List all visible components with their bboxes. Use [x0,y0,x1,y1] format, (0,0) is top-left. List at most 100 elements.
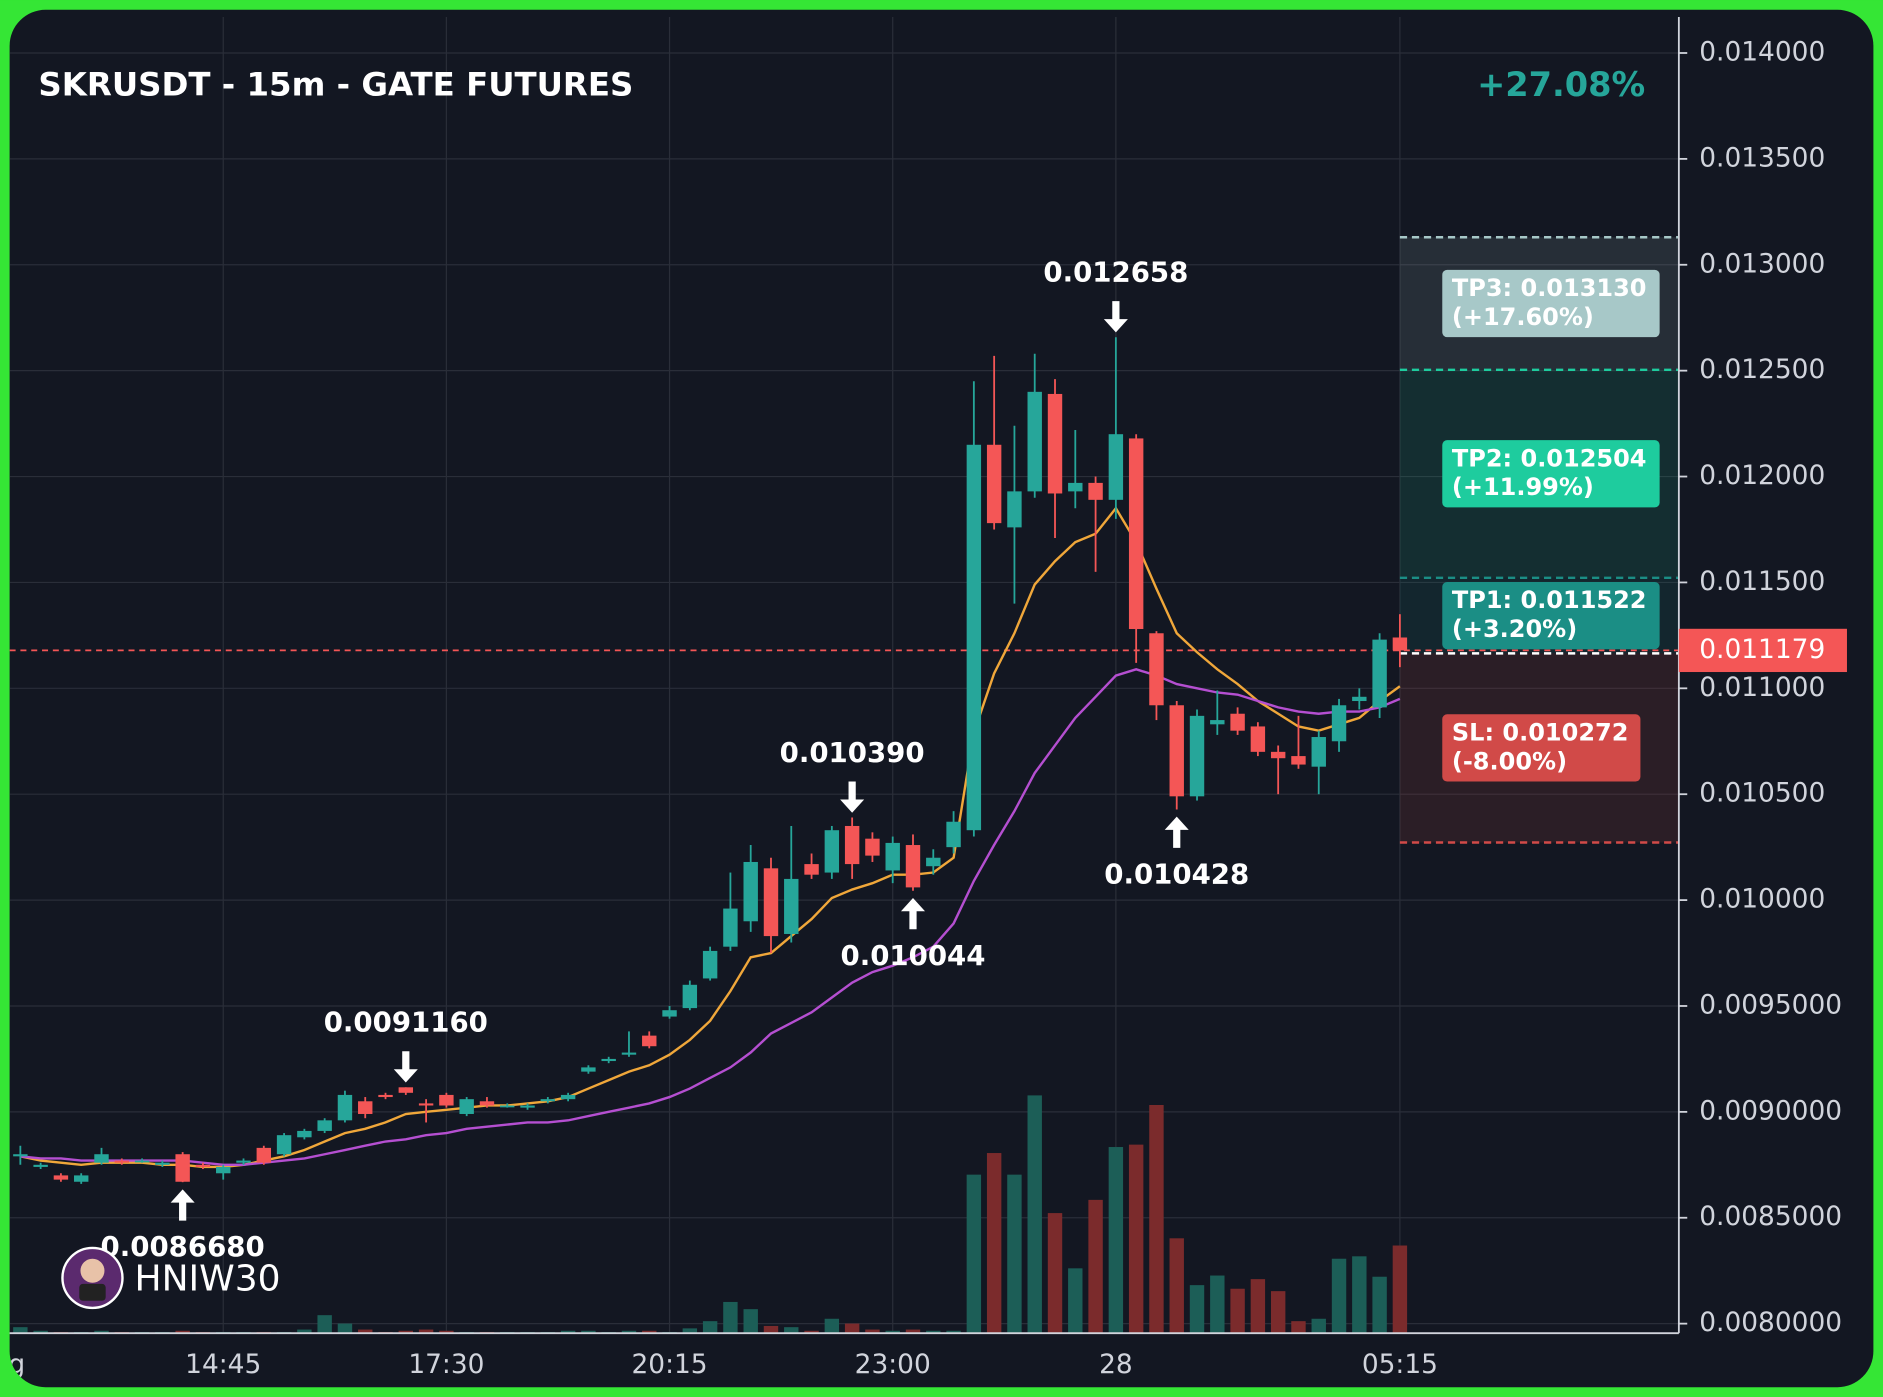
volume-bar [13,1327,28,1334]
candle-body [1311,737,1326,767]
candle-body [74,1175,89,1182]
y-tick-label: 0.0090000 [1699,1095,1842,1126]
volume-bar [1088,1199,1103,1334]
volume-bar [1311,1318,1326,1334]
level-label-box [1442,581,1660,650]
volume-bar [682,1328,698,1334]
x-tick-label: 23:00 [855,1349,931,1380]
candle-body [662,1010,677,1017]
candle-body [479,1101,495,1106]
level-change: (+3.20%) [1452,615,1577,643]
avatar-body [79,1283,106,1301]
volume-bar [702,1321,718,1334]
candle-body [33,1164,48,1167]
candle-body [439,1094,454,1106]
y-tick-label: 0.014000 [1699,36,1825,67]
y-tick-label: 0.0080000 [1699,1307,1842,1338]
candle-body [1007,491,1022,528]
candle-body [1149,633,1164,706]
y-tick-label: 0.011000 [1699,672,1825,703]
volume-bar [418,1329,434,1334]
volume-bar [1169,1238,1184,1334]
candle-body [134,1160,150,1163]
volume-bar [905,1329,921,1334]
candle-body [905,845,921,888]
candle-body [53,1175,69,1180]
y-tick-label: 0.012000 [1699,460,1825,491]
candle-body [702,950,718,979]
x-tick-label: 28 [1099,1349,1133,1380]
annotation-arrow [900,897,926,930]
background [9,9,1874,1388]
y-tick-label: 0.013500 [1699,142,1825,173]
volume-bar [94,1330,109,1334]
candle-body [1372,639,1387,708]
candle-body [743,861,758,922]
y-tick-label: 0.011500 [1699,566,1825,597]
volume-bar [1331,1258,1347,1334]
volume-bar [33,1330,48,1334]
candle-body [175,1154,190,1182]
candle-body [94,1154,109,1163]
volume-bar [1250,1279,1266,1334]
y-tick-label: 0.013000 [1699,248,1825,279]
candle-body [1270,751,1286,759]
candle-body [642,1035,657,1047]
volume-bar [439,1330,454,1334]
y-tick-label: 0.0085000 [1699,1201,1842,1232]
volume-bar [337,1323,353,1334]
candle-body [398,1087,414,1093]
level-change: (-8.00%) [1452,747,1567,775]
y-tick-label: 0.010500 [1699,778,1825,809]
volume-bar [1210,1275,1225,1334]
annotation-label: 0.0091160 [324,1006,488,1039]
volume-bar [784,1327,799,1334]
candle-body [256,1147,272,1163]
candle-body [1027,391,1042,492]
volume-bar [804,1330,819,1334]
candle-body [155,1162,170,1165]
annotation-arrow [1164,816,1189,848]
candle-body [1189,715,1205,797]
x-tick-label: 17:30 [408,1349,484,1380]
annotation-label: 0.010044 [841,939,986,972]
level-change: (+11.99%) [1452,473,1594,501]
x-tick-label: 05:15 [1362,1349,1438,1380]
volume-bar [317,1315,332,1334]
volume-bar [986,1153,1002,1334]
candle-body [195,1164,211,1167]
candle-body [682,984,698,1009]
volume-bar [1149,1105,1164,1334]
level-change: (+17.60%) [1452,303,1594,331]
x-tick-label: 14:45 [185,1349,261,1380]
annotation-arrow [170,1189,195,1221]
candle-body [1210,720,1225,725]
volume-bar [1372,1276,1387,1334]
y-tick-label: 0.012500 [1699,354,1825,385]
candle-body [297,1130,312,1138]
volume-bar [946,1330,961,1334]
volume-bar [824,1318,840,1334]
candle-body [1291,756,1306,765]
candle-body [1392,637,1408,651]
candle-body [784,878,799,934]
candle-body [1352,696,1367,702]
candle-body [1108,434,1124,500]
volume-bar [621,1330,637,1334]
avatar-face [80,1258,105,1283]
volume-bar [1007,1174,1022,1334]
candle-body [520,1105,535,1108]
x-tick-label: 20:15 [631,1349,707,1380]
volume-bar [1392,1245,1408,1334]
annotation-label: 0.010390 [780,736,925,769]
volume-bar [1068,1268,1083,1334]
moving-average-line [20,668,1401,1167]
volume-bar [560,1330,576,1334]
level-label: TP1: 0.011522 [1452,586,1647,614]
candle-body [459,1099,474,1114]
candle-body [216,1166,231,1174]
candle-body [13,1154,28,1157]
